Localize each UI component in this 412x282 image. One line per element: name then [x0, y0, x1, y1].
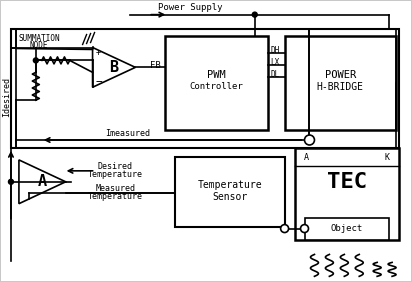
Bar: [165, 36, 268, 130]
Text: TEC: TEC: [327, 172, 367, 192]
Bar: [11, 28, 399, 148]
Text: FB: FB: [150, 61, 161, 70]
Text: Imeasured: Imeasured: [105, 129, 150, 138]
Text: POWER: POWER: [325, 70, 356, 80]
Circle shape: [281, 224, 288, 233]
Bar: [304, 218, 389, 239]
Circle shape: [304, 135, 314, 145]
Text: Sensor: Sensor: [212, 192, 248, 202]
Text: DL: DL: [271, 70, 280, 79]
Bar: [285, 36, 396, 130]
Text: +: +: [96, 48, 101, 57]
Text: Object: Object: [331, 224, 363, 233]
Text: Temperature: Temperature: [88, 170, 143, 179]
Circle shape: [9, 179, 14, 184]
Text: DH: DH: [271, 46, 280, 55]
Text: NODE: NODE: [30, 41, 48, 50]
Text: Desired: Desired: [98, 162, 133, 171]
Circle shape: [300, 224, 309, 233]
Text: Temperature: Temperature: [88, 192, 143, 201]
Text: LX: LX: [271, 58, 280, 67]
Text: −: −: [95, 77, 102, 87]
Circle shape: [252, 12, 257, 17]
Bar: [175, 157, 285, 226]
Text: Temperature: Temperature: [198, 180, 262, 190]
Text: A: A: [304, 153, 309, 162]
Text: K: K: [385, 153, 390, 162]
Text: Power Supply: Power Supply: [158, 3, 222, 12]
Text: A: A: [38, 174, 47, 189]
Text: Controller: Controller: [190, 82, 243, 91]
Text: H-BRIDGE: H-BRIDGE: [317, 82, 364, 92]
Bar: [295, 148, 399, 239]
Text: SUMMATION: SUMMATION: [18, 34, 60, 43]
Text: PWM: PWM: [207, 70, 226, 80]
Text: Idesired: Idesired: [2, 77, 12, 117]
Circle shape: [33, 58, 38, 63]
Polygon shape: [93, 47, 136, 87]
Text: Measured: Measured: [96, 184, 136, 193]
Text: B: B: [110, 60, 119, 75]
Polygon shape: [19, 160, 66, 204]
